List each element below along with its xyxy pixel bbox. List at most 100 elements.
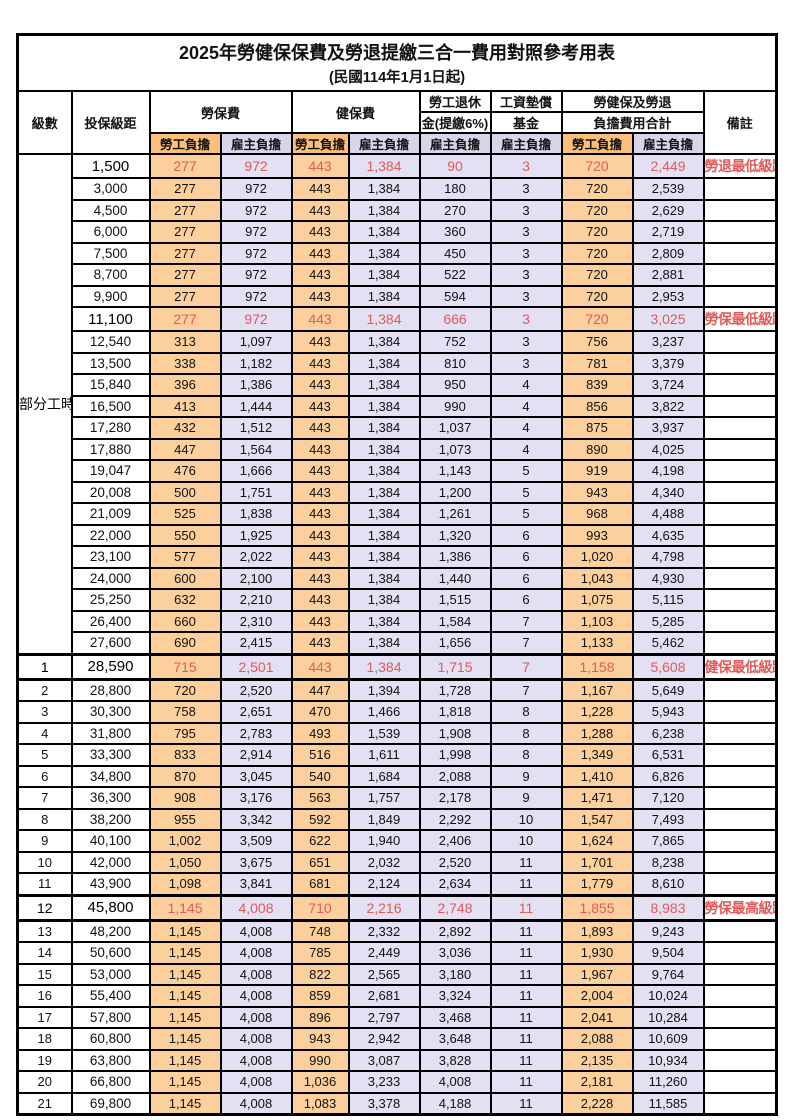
cell-labor-employer: 4,008	[219, 919, 293, 943]
cell-pension-employer: 3,180	[418, 962, 492, 986]
cell-total-employer: 7,120	[631, 786, 705, 810]
cell-labor-employer: 972	[219, 263, 293, 287]
cell-total-employee: 890	[560, 437, 634, 461]
cell-labor-employee: 277	[148, 198, 222, 222]
cell-labor-employee: 277	[148, 153, 222, 179]
cell-labor-employee: 632	[148, 588, 222, 612]
cell-pension-employer: 2,634	[418, 872, 492, 896]
header-pension-line1: 勞工退休	[418, 90, 492, 113]
table-row: 10 42,000 1,050 3,675 651 2,032 2,520 11 1,701 8,…	[16, 850, 778, 874]
cell-total-employee: 2,004	[560, 984, 634, 1008]
cell-total-employee: 720	[560, 306, 634, 332]
cell-labor-employee: 413	[148, 394, 222, 418]
cell-pension-employer: 522	[418, 263, 492, 287]
cell-pension-employer: 1,908	[418, 721, 492, 745]
table-row: 26,400 660 2,310 443 1,384 1,584 7 1,103 5,285	[18, 609, 778, 633]
cell-wage-fund-employer: 7	[489, 652, 563, 681]
cell-salary: 1,500	[70, 153, 151, 179]
cell-total-employer: 10,609	[631, 1027, 705, 1051]
table-row: 9,900 277 972 443 1,384 594 3 720 2,953	[18, 284, 778, 308]
cell-wage-fund-employer: 11	[489, 1005, 563, 1029]
cell-labor-employee: 277	[148, 241, 222, 265]
cell-total-employer: 2,953	[631, 284, 705, 308]
cell-labor-employer: 1,838	[219, 502, 293, 526]
cell-note	[702, 284, 778, 308]
cell-total-employer: 6,826	[631, 764, 705, 788]
table-row: 4,500 277 972 443 1,384 270 3 720 2,629	[18, 198, 778, 222]
subheader-total-employer: 雇主負擔	[631, 132, 705, 155]
cell-total-employer: 2,629	[631, 198, 705, 222]
cell-total-employee: 1,410	[560, 764, 634, 788]
cell-note	[702, 764, 778, 788]
cell-wage-fund-employer: 11	[489, 1070, 563, 1094]
cell-total-employee: 1,133	[560, 631, 634, 655]
cell-pension-employer: 1,728	[418, 678, 492, 702]
cell-health-employer: 1,384	[347, 609, 421, 633]
cell-note	[702, 523, 778, 547]
cell-level: 11	[16, 872, 73, 896]
cell-salary: 33,300	[70, 743, 151, 767]
cell-total-employee: 720	[560, 263, 634, 287]
cell-total-employer: 7,865	[631, 829, 705, 853]
cell-labor-employee: 338	[148, 351, 222, 375]
cell-note: 健保最低級距	[702, 652, 778, 681]
header-total-line1: 勞健保及勞退	[560, 90, 705, 113]
cell-labor-employer: 2,783	[219, 721, 293, 745]
table-row: 16 55,400 1,145 4,008 859 2,681 3,324 11 2,004 10…	[16, 984, 778, 1008]
cell-salary: 9,900	[70, 284, 151, 308]
cell-note	[702, 1005, 778, 1029]
cell-salary: 57,800	[70, 1005, 151, 1029]
cell-salary: 40,100	[70, 829, 151, 853]
cell-labor-employee: 1,145	[148, 1005, 222, 1029]
cell-health-employee: 443	[290, 437, 350, 461]
cell-labor-employee: 500	[148, 480, 222, 504]
cell-wage-fund-employer: 6	[489, 588, 563, 612]
cell-salary: 30,300	[70, 700, 151, 724]
cell-wage-fund-employer: 11	[489, 941, 563, 965]
cell-salary: 50,600	[70, 941, 151, 965]
cell-total-employee: 875	[560, 416, 634, 440]
cell-pension-employer: 1,143	[418, 459, 492, 483]
cell-total-employee: 1,893	[560, 919, 634, 943]
cell-labor-employer: 3,342	[219, 807, 293, 831]
cell-salary: 69,800	[70, 1091, 151, 1116]
cell-salary: 28,590	[70, 652, 151, 681]
cell-total-employer: 2,881	[631, 263, 705, 287]
cell-wage-fund-employer: 3	[489, 198, 563, 222]
cell-labor-employer: 1,751	[219, 480, 293, 504]
cell-salary: 24,000	[70, 566, 151, 590]
cell-wage-fund-employer: 6	[489, 566, 563, 590]
cell-salary: 3,000	[70, 177, 151, 201]
cell-total-employee: 968	[560, 502, 634, 526]
cell-health-employer: 3,087	[347, 1048, 421, 1072]
cell-total-employer: 4,930	[631, 566, 705, 590]
cell-labor-employer: 1,182	[219, 351, 293, 375]
cell-pension-employer: 1,386	[418, 545, 492, 569]
cell-health-employee: 443	[290, 631, 350, 655]
cell-total-employee: 720	[560, 198, 634, 222]
cell-wage-fund-employer: 7	[489, 678, 563, 702]
cell-labor-employee: 870	[148, 764, 222, 788]
cell-total-employer: 2,719	[631, 220, 705, 244]
header-wage-fund-line2: 基金	[489, 111, 563, 134]
cell-health-employee: 443	[290, 177, 350, 201]
cell-health-employer: 1,384	[347, 306, 421, 332]
table-row: 4 31,800 795 2,783 493 1,539 1,908 8 1,288 6,238	[16, 721, 778, 745]
cell-health-employer: 1,384	[347, 588, 421, 612]
cell-total-employer: 2,809	[631, 241, 705, 265]
cell-labor-employer: 4,008	[219, 893, 293, 922]
cell-total-employer: 8,610	[631, 872, 705, 896]
cell-note	[702, 198, 778, 222]
cell-pension-employer: 990	[418, 394, 492, 418]
cell-health-employee: 1,036	[290, 1070, 350, 1094]
page-title: 2025年勞健保保費及勞退提繳三合一費用對照參考用表	[179, 42, 616, 63]
cell-health-employee: 443	[290, 588, 350, 612]
cell-total-employee: 1,855	[560, 893, 634, 922]
cell-labor-employer: 4,008	[219, 1027, 293, 1051]
cell-labor-employer: 1,666	[219, 459, 293, 483]
cell-labor-employee: 1,145	[148, 1091, 222, 1116]
cell-level: 6	[16, 764, 73, 788]
cell-total-employee: 1,349	[560, 743, 634, 767]
